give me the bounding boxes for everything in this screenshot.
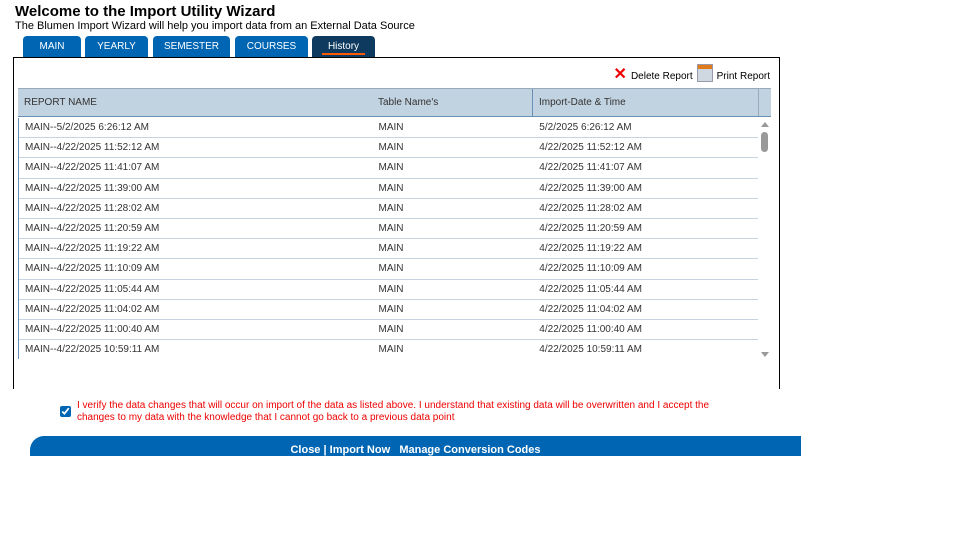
verify-section: I verify the data changes that will occu… xyxy=(60,400,740,424)
footer-bar: Close | Import Now Manage Conversion Cod… xyxy=(30,436,801,456)
cell-report-name: MAIN--4/22/2025 11:41:07 AM xyxy=(25,162,160,174)
verify-text: I verify the data changes that will occu… xyxy=(77,400,710,423)
cell-import-date: 4/22/2025 11:39:00 AM xyxy=(539,182,642,194)
tab-label: YEARLY xyxy=(97,41,136,52)
cell-table-name: MAIN xyxy=(378,323,404,335)
scroll-down-icon[interactable] xyxy=(761,352,769,357)
tab-courses[interactable]: COURSES xyxy=(235,36,308,57)
page-subtitle: The Blumen Import Wizard will help you i… xyxy=(15,20,415,32)
cell-import-date: 5/2/2025 6:26:12 AM xyxy=(539,122,632,133)
tab-label: SEMESTER xyxy=(163,41,219,52)
tab-history[interactable]: History xyxy=(312,36,375,57)
manage-conversion-codes-link[interactable]: Manage Conversion Codes xyxy=(399,444,541,456)
cell-table-name: MAIN xyxy=(378,283,404,295)
tab-semester[interactable]: SEMESTER xyxy=(153,36,230,57)
table-row[interactable]: MAIN--4/22/2025 11:41:07 AM MAIN 4/22/2025… xyxy=(19,158,758,179)
cell-report-name: MAIN--4/22/2025 11:10:09 AM xyxy=(25,263,160,275)
history-table: REPORT NAME Table Name's Import-Date & T… xyxy=(18,88,771,359)
tab-label: History xyxy=(321,41,366,55)
cell-import-date: 4/22/2025 11:00:40 AM xyxy=(539,323,642,335)
cell-table-name: MAIN xyxy=(378,222,404,234)
cell-report-name: MAIN--5/2/2025 6:26:12 AM xyxy=(25,122,149,133)
separator: | xyxy=(323,444,327,456)
scroll-thumb[interactable] xyxy=(761,132,768,152)
cell-import-date: 4/22/2025 11:41:07 AM xyxy=(539,162,642,174)
cell-report-name: MAIN--4/22/2025 10:59:11 AM xyxy=(25,344,160,356)
cell-import-date: 4/22/2025 11:28:02 AM xyxy=(539,202,642,214)
table-row[interactable]: MAIN--4/22/2025 11:52:12 AM MAIN 4/22/2025… xyxy=(19,138,758,159)
cell-table-name: MAIN xyxy=(378,243,404,255)
delete-report-button[interactable]: Delete Report xyxy=(630,71,693,82)
tab-label: COURSES xyxy=(246,41,297,52)
cell-report-name: MAIN--4/22/2025 11:28:02 AM xyxy=(25,202,160,214)
table-row[interactable]: MAIN--4/22/2025 11:28:02 AM MAIN 4/22/2025… xyxy=(19,199,758,219)
column-report-name[interactable]: REPORT NAME xyxy=(24,97,97,108)
cell-table-name: MAIN xyxy=(378,122,404,133)
close-link[interactable]: Close xyxy=(290,444,321,456)
history-panel: ✕ Delete Report Print Report REPORT NAME… xyxy=(13,57,780,389)
verify-checkbox[interactable] xyxy=(60,406,71,417)
print-icon[interactable] xyxy=(696,64,713,82)
print-report-button[interactable]: Print Report xyxy=(716,71,770,82)
cell-import-date: 4/22/2025 11:19:22 AM xyxy=(539,243,642,255)
cell-table-name: MAIN xyxy=(378,303,404,315)
tab-yearly[interactable]: YEARLY xyxy=(85,36,148,57)
page-title: Welcome to the Import Utility Wizard xyxy=(15,3,276,20)
tab-main[interactable]: MAIN xyxy=(23,36,81,57)
tab-label: MAIN xyxy=(39,41,65,52)
cell-import-date: 4/22/2025 10:59:11 AM xyxy=(539,344,642,356)
cell-report-name: MAIN--4/22/2025 11:04:02 AM xyxy=(25,303,160,315)
cell-import-date: 4/22/2025 11:20:59 AM xyxy=(539,222,642,234)
column-import-date[interactable]: Import-Date & Time xyxy=(539,97,626,108)
header-scroll-spacer xyxy=(758,89,771,116)
cell-table-name: MAIN xyxy=(378,182,404,194)
cell-table-name: MAIN xyxy=(378,142,404,154)
cell-table-name: MAIN xyxy=(378,263,404,275)
table-row[interactable]: MAIN--5/2/2025 6:26:12 AM MAIN 5/2/2025 6:… xyxy=(19,118,758,139)
table-row[interactable]: MAIN--4/22/2025 11:04:02 AM MAIN 4/22/2025… xyxy=(19,300,758,320)
cell-table-name: MAIN xyxy=(378,202,404,214)
table-body: MAIN--5/2/2025 6:26:12 AM MAIN 5/2/2025 6:… xyxy=(18,118,758,359)
scroll-up-icon[interactable] xyxy=(761,122,769,127)
table-row[interactable]: MAIN--4/22/2025 10:59:11 AM MAIN 4/22/2025… xyxy=(19,340,758,359)
table-row[interactable]: MAIN--4/22/2025 11:19:22 AM MAIN 4/22/2025… xyxy=(19,239,758,260)
cell-import-date: 4/22/2025 11:52:12 AM xyxy=(539,142,642,154)
cell-import-date: 4/22/2025 11:05:44 AM xyxy=(539,283,642,295)
import-now-link[interactable]: Import Now xyxy=(329,444,391,456)
table-row[interactable]: MAIN--4/22/2025 11:05:44 AM MAIN 4/22/2025… xyxy=(19,280,758,300)
cell-report-name: MAIN--4/22/2025 11:52:12 AM xyxy=(25,142,160,154)
table-row[interactable]: MAIN--4/22/2025 11:00:40 AM MAIN 4/22/2025… xyxy=(19,320,758,341)
cell-import-date: 4/22/2025 11:04:02 AM xyxy=(539,303,642,315)
table-row[interactable]: MAIN--4/22/2025 11:10:09 AM MAIN 4/22/2025… xyxy=(19,259,758,280)
table-row[interactable]: MAIN--4/22/2025 11:39:00 AM MAIN 4/22/2025… xyxy=(19,179,758,199)
cell-report-name: MAIN--4/22/2025 11:39:00 AM xyxy=(25,182,160,194)
cell-table-name: MAIN xyxy=(378,162,404,174)
cell-report-name: MAIN--4/22/2025 11:20:59 AM xyxy=(25,222,160,234)
scrollbar[interactable] xyxy=(758,118,771,359)
column-table-name[interactable]: Table Name's xyxy=(372,89,533,116)
cell-table-name: MAIN xyxy=(378,344,404,356)
delete-icon[interactable]: ✕ xyxy=(613,66,627,83)
cell-import-date: 4/22/2025 11:10:09 AM xyxy=(539,263,642,275)
cell-report-name: MAIN--4/22/2025 11:19:22 AM xyxy=(25,243,160,255)
table-header: REPORT NAME Table Name's Import-Date & T… xyxy=(18,88,771,117)
table-row[interactable]: MAIN--4/22/2025 11:20:59 AM MAIN 4/22/2025… xyxy=(19,219,758,240)
cell-report-name: MAIN--4/22/2025 11:05:44 AM xyxy=(25,283,160,295)
cell-report-name: MAIN--4/22/2025 11:00:40 AM xyxy=(25,323,160,335)
report-actions: ✕ Delete Report Print Report xyxy=(613,64,770,83)
